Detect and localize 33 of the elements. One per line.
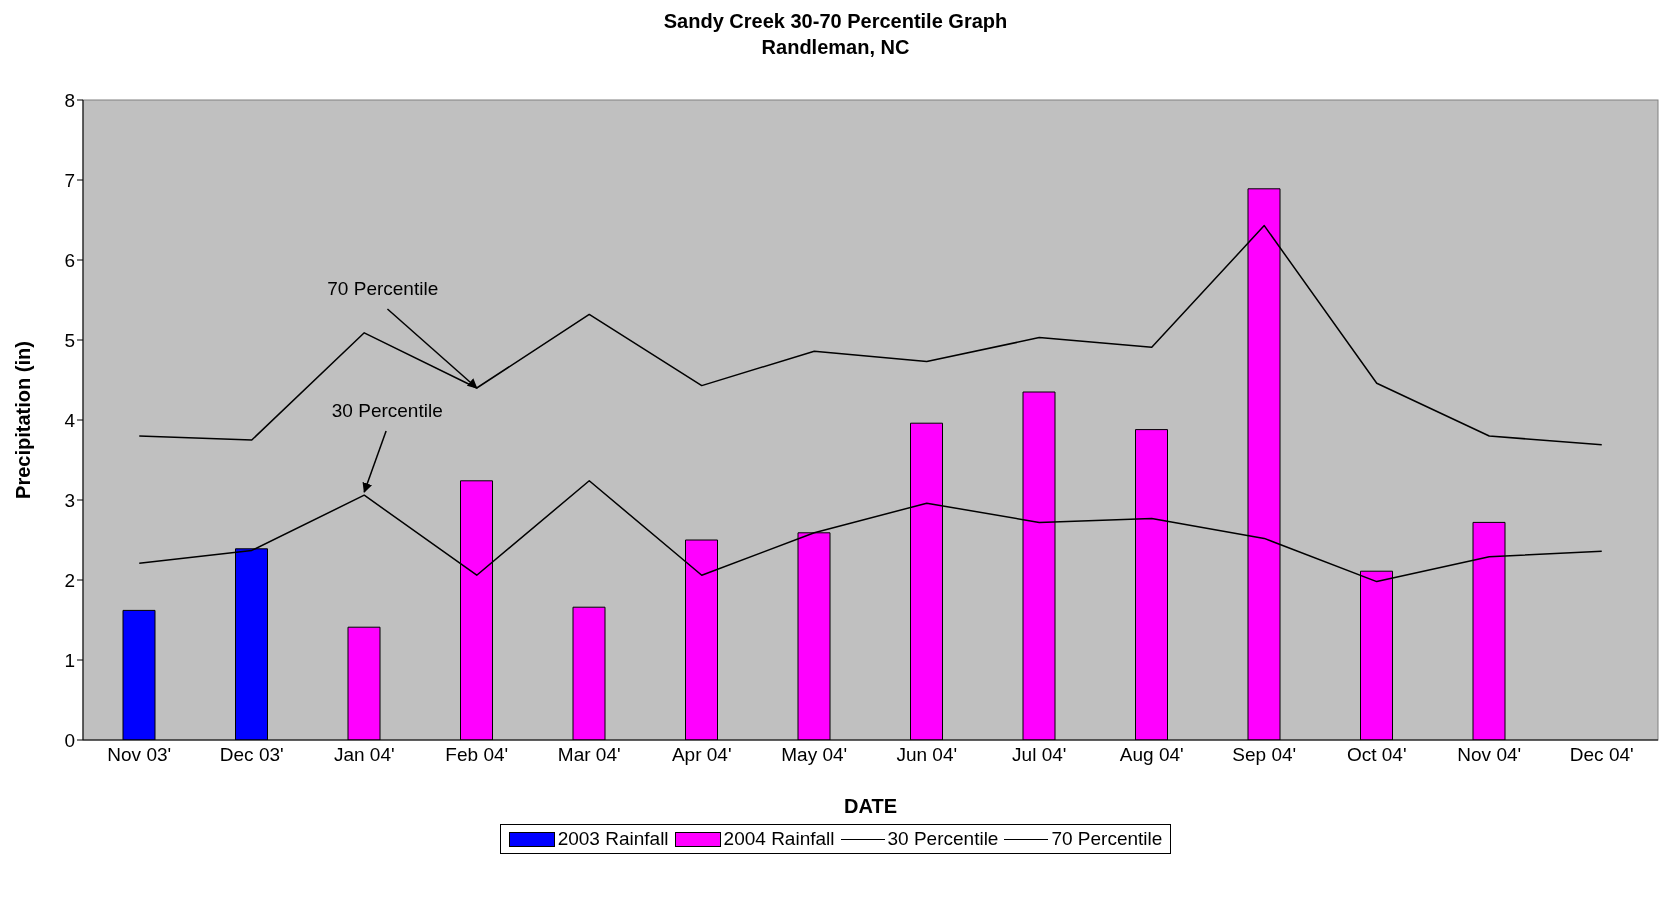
legend-label: 2003 Rainfall (557, 828, 669, 850)
chart-title: Sandy Creek 30-70 Percentile Graph (662, 9, 1009, 34)
legend-label: 30 Percentile (887, 828, 999, 850)
y-tick-label: 7 (64, 169, 75, 191)
y-tick-label: 8 (64, 89, 75, 111)
x-tick-label: Aug 04' (1119, 744, 1184, 766)
y-tick-label: 3 (64, 489, 75, 511)
x-tick-label: Apr 04' (671, 744, 732, 766)
x-tick-label: Nov 04' (1457, 744, 1522, 766)
x-tick-label: Dec 04' (1569, 744, 1634, 766)
annotation: 30 Percentile (331, 400, 443, 421)
legend-label: 70 Percentile (1051, 828, 1163, 850)
y-tick-label: 5 (64, 329, 75, 351)
x-tick-label: Oct 04' (1346, 744, 1407, 766)
y-axis-title: Precipitation (in) (12, 341, 35, 499)
y-tick-label: 6 (64, 249, 75, 271)
x-tick-label: Mar 04' (557, 744, 621, 766)
x-tick-label: Dec 03' (219, 744, 284, 766)
y-tick-label: 4 (64, 409, 76, 431)
x-tick-label: Jun 04' (896, 744, 958, 766)
x-tick-label: Sep 04' (1232, 744, 1297, 766)
x-tick-label: Jul 04' (1012, 744, 1067, 766)
x-axis-title: DATE (844, 795, 897, 817)
y-tick-label: 0 (64, 729, 75, 751)
x-tick-label: Feb 04' (445, 744, 509, 766)
x-tick-label: Jan 04' (333, 744, 395, 766)
x-tick-label: May 04' (781, 744, 848, 766)
y-tick-label: 1 (64, 649, 75, 671)
chart-subtitle: Randleman, NC (760, 35, 911, 60)
annotation: 70 Percentile (327, 278, 439, 299)
legend-label: 2004 Rainfall (723, 828, 835, 850)
x-tick-label: Nov 03' (107, 744, 172, 766)
y-tick-label: 2 (64, 569, 75, 591)
